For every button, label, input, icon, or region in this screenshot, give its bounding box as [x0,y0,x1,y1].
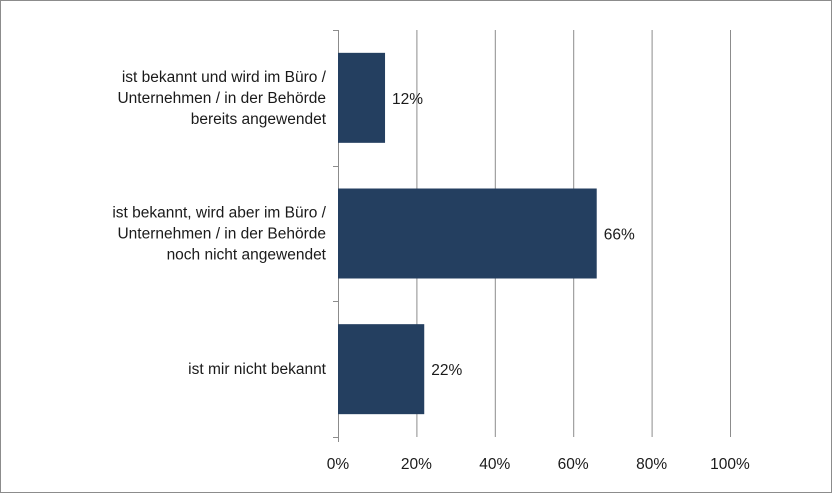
data-label-2: 22% [431,362,462,379]
category-label-0-line-1: Unternehmen / in der Behörde [117,90,326,107]
x-tick-label-20: 20% [401,456,432,473]
bar-2 [338,324,425,415]
x-tick-label-100: 100% [710,456,750,473]
data-label-0: 12% [392,91,423,108]
category-label-1-line-2: noch nicht angewendet [167,247,327,264]
x-tick-label-60: 60% [558,456,589,473]
data-label-1: 66% [604,227,635,244]
category-label-2: ist mir nicht bekannt [188,361,327,378]
category-label-0-line-0: ist bekannt und wird im Büro / [122,69,327,86]
x-tick-label-80: 80% [636,456,667,473]
x-tick-label-40: 40% [479,456,510,473]
x-tick-label-0: 0% [327,456,350,473]
category-label-0: ist bekannt und wird im Büro / Unternehme… [117,69,326,128]
bar-1 [338,188,597,279]
bar-0 [338,52,386,143]
category-label-0-line-2: bereits angewendet [191,111,327,128]
category-label-1-line-1: Unternehmen / in der Behörde [117,226,326,243]
category-label-1-line-0: ist bekannt, wird aber im Büro / [112,205,326,222]
category-label-1: ist bekannt, wird aber im Büro / Unterneh… [112,205,326,264]
category-label-2-line-0: ist mir nicht bekannt [188,361,327,378]
